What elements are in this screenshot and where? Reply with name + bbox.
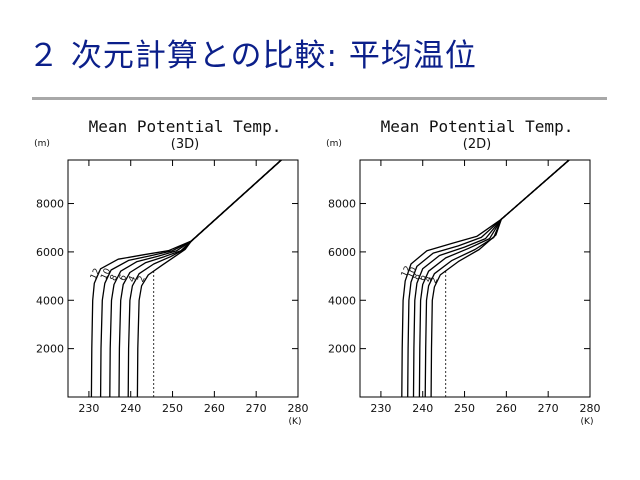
contour-label: 12 bbox=[89, 267, 103, 282]
plot-area: 230 240 250 260 270 280 2000 4000 6000 8000 121086… bbox=[328, 159, 601, 415]
profile-line-6 bbox=[136, 159, 282, 398]
x-tick-label: 270 bbox=[538, 402, 559, 415]
x-tick-label: 260 bbox=[496, 402, 517, 415]
slide-title: ２ 次元計算との比較: 平均温位 bbox=[28, 38, 477, 74]
y-tick-label: 8000 bbox=[328, 198, 356, 211]
plot-frame bbox=[67, 159, 299, 398]
x-tick-label: 230 bbox=[370, 402, 391, 415]
contour-label: 6 bbox=[417, 273, 429, 283]
y-tick-label: 4000 bbox=[328, 294, 356, 307]
contour-label: 2 bbox=[429, 276, 440, 285]
contour-label: 10 bbox=[99, 267, 113, 282]
profile-line-2 bbox=[407, 159, 570, 398]
x-tick-label: 240 bbox=[120, 402, 141, 415]
chart-subtitle: (2D) bbox=[463, 137, 491, 152]
x-tick-label: 230 bbox=[78, 402, 99, 415]
chart-subtitle: (3D) bbox=[171, 137, 199, 152]
y-tick-label: 8000 bbox=[36, 198, 64, 211]
profile-line-6 bbox=[430, 159, 570, 398]
y-tick-label: 2000 bbox=[36, 343, 64, 356]
x-tick-label: 250 bbox=[162, 402, 183, 415]
plot-frame bbox=[359, 159, 591, 398]
profile-line-3 bbox=[109, 159, 282, 398]
chart-title: Mean Potential Temp. bbox=[89, 117, 282, 136]
y-tick-label: 2000 bbox=[328, 343, 356, 356]
title-divider bbox=[32, 97, 607, 100]
x-axis-unit: (K) bbox=[581, 417, 594, 427]
y-axis-unit: (m) bbox=[34, 139, 50, 149]
profile-line-5 bbox=[424, 159, 570, 398]
contour-label: 6 bbox=[118, 273, 130, 283]
contour-label: 4 bbox=[423, 274, 435, 284]
x-tick-label: 280 bbox=[580, 402, 601, 415]
contour-label: 10 bbox=[406, 266, 420, 281]
chart-2d: Mean Potential Temp. (2D) (m) (K) 230 240… bbox=[326, 117, 601, 427]
profile-line-5 bbox=[127, 159, 282, 398]
contour-label: 2 bbox=[136, 275, 147, 284]
y-tick-label: 6000 bbox=[328, 246, 356, 259]
x-tick-label: 270 bbox=[246, 402, 267, 415]
y-axis-unit: (m) bbox=[326, 139, 342, 149]
profile-line-1 bbox=[90, 159, 282, 398]
x-tick-label: 240 bbox=[412, 402, 433, 415]
y-tick-label: 4000 bbox=[36, 294, 64, 307]
chart-3d: Mean Potential Temp. (3D) (m) (K) 230 240… bbox=[34, 117, 309, 427]
x-tick-label: 280 bbox=[288, 402, 309, 415]
contour-label: 8 bbox=[109, 273, 121, 283]
x-axis-unit: (K) bbox=[289, 417, 302, 427]
profile-line-2 bbox=[99, 159, 282, 398]
profile-line-3 bbox=[412, 159, 570, 398]
plot-area: 230 240 250 260 270 280 2000 4000 6000 8000 121086… bbox=[36, 159, 309, 415]
contour-label: 4 bbox=[127, 274, 139, 284]
chart-title: Mean Potential Temp. bbox=[381, 117, 574, 136]
contour-label: 8 bbox=[412, 272, 424, 282]
contour-label: 12 bbox=[400, 265, 414, 280]
x-tick-label: 260 bbox=[204, 402, 225, 415]
x-tick-label: 250 bbox=[454, 402, 475, 415]
profile-line-4 bbox=[418, 159, 570, 398]
profile-line-1 bbox=[401, 159, 570, 398]
y-tick-label: 6000 bbox=[36, 246, 64, 259]
